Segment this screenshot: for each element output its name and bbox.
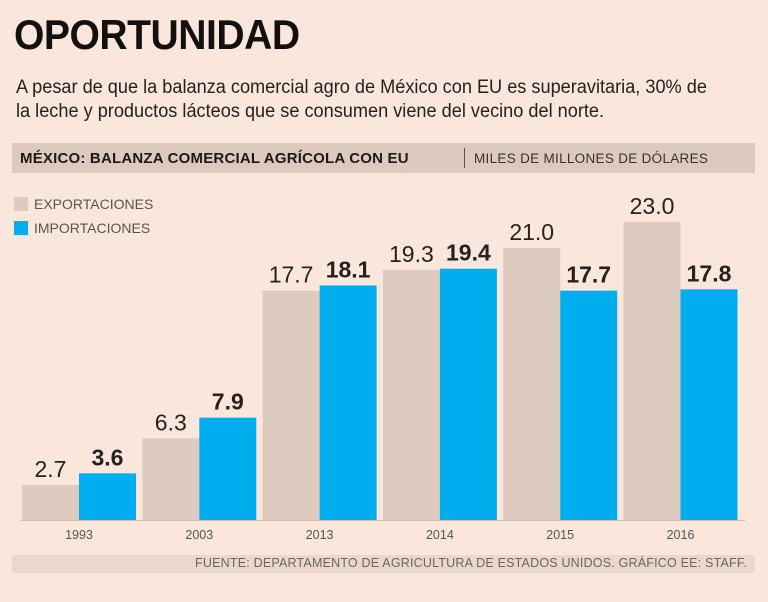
source-note: FUENTE: DEPARTAMENTO DE AGRICULTURA DE E…	[195, 556, 747, 570]
x-tick-label-2013: 2013	[306, 528, 334, 542]
data-label-exportaciones-2014: 19.3	[389, 241, 434, 267]
chart-unit: MILES DE MILLONES DE DÓLARES	[474, 151, 709, 166]
subtitle: A pesar de que la balanza comercial agro…	[16, 77, 707, 122]
legend-label-exportaciones: EXPORTACIONES	[34, 196, 154, 212]
data-label-exportaciones-2013: 17.7	[269, 262, 314, 288]
bar-importaciones-2016	[680, 289, 738, 520]
bar-importaciones-2013	[319, 285, 377, 520]
bar-importaciones-2014	[439, 268, 497, 520]
data-label-exportaciones-2016: 23.0	[630, 193, 675, 219]
legend-label-importaciones: IMPORTACIONES	[34, 220, 151, 236]
data-label-exportaciones-2015: 21.0	[509, 219, 554, 245]
bar-importaciones-1993	[79, 473, 136, 520]
data-label-importaciones-2014: 19.4	[446, 240, 491, 266]
x-tick-label-2015: 2015	[546, 528, 574, 542]
x-tick-label-2003: 2003	[185, 528, 213, 542]
data-label-exportaciones-2003: 6.3	[155, 409, 187, 435]
chart-header: MÉXICO: BALANZA COMERCIAL AGRÍCOLA CON E…	[12, 143, 755, 173]
bar-exportaciones-1993	[22, 485, 79, 520]
legend-swatch-exportaciones	[14, 197, 28, 211]
legend: EXPORTACIONES IMPORTACIONES	[14, 192, 153, 240]
legend-item-importaciones: IMPORTACIONES	[14, 216, 153, 240]
page-title: OPORTUNIDAD	[14, 11, 300, 58]
bar-importaciones-2015	[560, 290, 618, 520]
footer: FUENTE: DEPARTAMENTO DE AGRICULTURA DE E…	[12, 555, 755, 573]
data-label-importaciones-2013: 18.1	[326, 256, 371, 282]
x-tick-label-2014: 2014	[426, 528, 454, 542]
data-label-importaciones-2016: 17.8	[687, 260, 732, 286]
bar-exportaciones-2003	[142, 438, 200, 520]
x-tick-label-2016: 2016	[667, 528, 695, 542]
data-label-importaciones-2015: 17.7	[566, 262, 611, 288]
bar-exportaciones-2016	[623, 222, 681, 520]
data-label-exportaciones-1993: 2.7	[35, 456, 67, 482]
bar-exportaciones-2015	[503, 247, 561, 521]
header-divider	[464, 148, 465, 168]
bar-importaciones-2003	[199, 417, 257, 520]
legend-swatch-importaciones	[14, 221, 28, 235]
data-label-importaciones-2003: 7.9	[212, 389, 244, 415]
legend-item-exportaciones: EXPORTACIONES	[14, 192, 153, 216]
bar-exportaciones-2013	[262, 290, 320, 520]
x-tick-label-1993: 1993	[65, 528, 93, 542]
data-label-importaciones-1993: 3.6	[92, 444, 124, 470]
chart-title: MÉXICO: BALANZA COMERCIAL AGRÍCOLA CON E…	[20, 150, 409, 167]
bar-exportaciones-2014	[382, 269, 440, 520]
